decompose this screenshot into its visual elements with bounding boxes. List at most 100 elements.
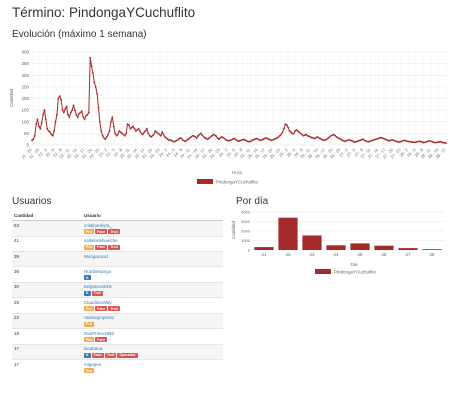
user-link[interactable]: belgrano2019: [84, 284, 112, 289]
line-point: [346, 139, 349, 142]
line-point: [51, 134, 54, 137]
line-x-tick-label: 23 - 2: [97, 147, 108, 158]
line-point: [57, 97, 60, 100]
user-cell: raulnegroperez Pro: [82, 312, 223, 329]
line-point: [247, 140, 249, 143]
line-point: [404, 139, 407, 142]
line-point: [443, 142, 446, 144]
table-row: 30 belgrano2019 K Troll: [12, 281, 223, 298]
line-point: [46, 127, 49, 130]
bar-y-tick-label: 0: [248, 248, 251, 253]
bar-chart-bars: [254, 217, 442, 250]
line-point: [162, 133, 165, 136]
table-row: 25 ClauditosWay Pro Fake Troll: [12, 297, 223, 313]
line-point: [229, 139, 231, 142]
user-link[interactable]: ClauditosWay: [84, 299, 112, 305]
line-point: [296, 130, 299, 132]
line-point: [164, 136, 166, 138]
line-point: [373, 139, 375, 141]
line-point: [299, 132, 302, 135]
count-cell: 17: [12, 343, 82, 360]
table-row: 53 cristinorelyra_ Pro Fake Troll: [12, 220, 223, 236]
line-x-tick-label: 27 - 8: [353, 147, 364, 158]
count-cell: 17: [12, 359, 82, 375]
line-point: [104, 138, 107, 141]
line-point: [288, 130, 291, 132]
line-point: [364, 139, 367, 142]
line-x-tick-label: 23 - 8: [112, 147, 123, 158]
line-point: [78, 112, 80, 115]
line-point: [33, 134, 36, 137]
line-x-tick-label: 28 - 8: [413, 147, 424, 158]
line-point: [319, 137, 321, 140]
per-day-title: Por día: [236, 196, 269, 207]
line-point: [226, 139, 229, 142]
line-chart-ylabel: Cantidad: [9, 88, 14, 107]
line-point: [366, 140, 368, 143]
count-cell: 36: [12, 266, 82, 282]
line-point: [291, 132, 294, 135]
line-point: [42, 113, 44, 116]
line-legend-label: PindongaYCuchuflito: [216, 180, 259, 185]
line-point: [424, 141, 427, 144]
line-point: [301, 133, 303, 136]
line-point: [127, 124, 130, 127]
line-point: [143, 131, 146, 134]
line-point: [248, 140, 251, 143]
line-x-tick-label: 24 - 5: [165, 147, 176, 158]
count-cell: 53: [12, 220, 82, 236]
bar-chart-ylabel: Cantidad: [231, 220, 236, 239]
line-point: [129, 127, 132, 130]
line-y-tick-label: 350: [21, 61, 29, 66]
line-point: [211, 134, 213, 137]
bar-24: [326, 245, 346, 250]
user-link[interactable]: cristinorelyra_: [84, 222, 113, 228]
bar-28: [422, 249, 442, 250]
line-point: [308, 135, 310, 138]
line-point: [121, 132, 123, 135]
user-link[interactable]: raulnegroperez: [84, 315, 115, 320]
line-x-tick-label: 26 - 5: [285, 147, 296, 158]
bar-x-tick-label: 28: [429, 252, 435, 257]
line-x-tick-label: 26 - 2: [278, 147, 289, 158]
line-point: [139, 130, 141, 132]
line-point: [187, 138, 190, 141]
line-point: [49, 131, 51, 134]
user-link[interactable]: lacabana: [84, 346, 103, 351]
user-link[interactable]: saltalorlehuelche: [84, 238, 118, 243]
line-point: [123, 134, 126, 137]
line-point: [265, 137, 267, 139]
line-point: [352, 140, 355, 143]
user-link[interactable]: GusPrimo1963: [84, 330, 115, 336]
line-point: [209, 136, 212, 138]
line-point: [54, 120, 57, 123]
line-point: [96, 92, 98, 95]
line-point: [388, 139, 391, 142]
line-point: [62, 111, 65, 114]
line-point: [36, 118, 39, 121]
badge-pro: Pro: [84, 306, 94, 311]
table-row: 41 saltalorlehuelche Pro Fake Troll: [12, 235, 223, 252]
line-point: [140, 132, 143, 135]
line-point: [112, 125, 115, 128]
line-point: [230, 139, 233, 141]
user-link[interactable]: MongaLisa1: [84, 253, 109, 259]
bar-25: [350, 243, 370, 250]
table-row: 17 migepen Pro: [12, 359, 223, 375]
line-point: [262, 138, 265, 141]
user-cell: lacabana K Fake Troll Operador: [82, 343, 223, 360]
line-point: [190, 136, 193, 138]
line-point: [438, 141, 440, 143]
line-point: [266, 137, 269, 140]
user-link[interactable]: Humbertango: [84, 268, 112, 274]
line-point: [425, 140, 428, 143]
user-link[interactable]: migepen: [84, 361, 102, 367]
line-x-tick-label: 28 - 2: [398, 147, 409, 158]
line-point: [231, 138, 234, 141]
bar-x-tick-label: 25: [357, 252, 363, 257]
line-point: [170, 139, 173, 142]
line-point: [71, 109, 74, 111]
table-row: 17 lacabana K Fake Troll Operador: [12, 343, 223, 360]
line-point: [317, 136, 320, 139]
